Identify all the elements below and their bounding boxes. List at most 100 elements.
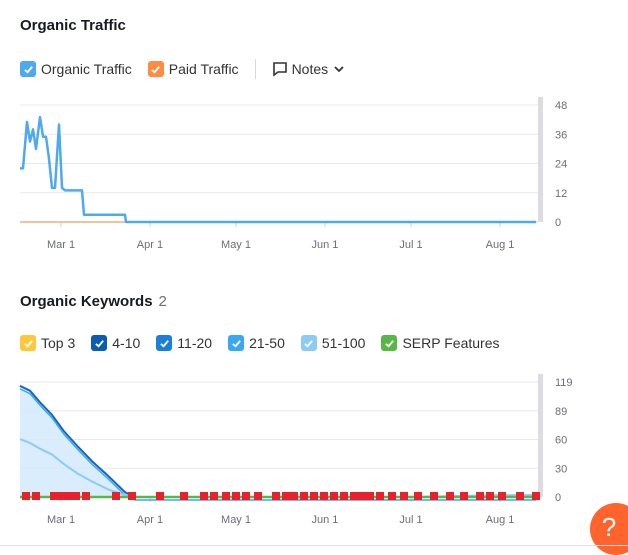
legend-item-21-50[interactable]: 21-50	[228, 335, 285, 351]
legend-item-top-3[interactable]: Top 3	[20, 335, 75, 351]
organic-traffic-line	[20, 115, 536, 224]
organic-keywords-chart: 119 89 60 30 0 Mar 1 Apr 1 May 1 Jun 1 Jul 1 Aug 1	[19, 374, 573, 526]
organic-keywords-label: Organic Keywords	[20, 293, 153, 310]
organic-keywords-title: Organic Keywords 2	[20, 293, 167, 310]
flag-icon	[414, 492, 422, 500]
flag-icon	[72, 492, 80, 500]
flag-icon	[82, 492, 90, 500]
y-tick-label: 36	[555, 129, 567, 141]
flag-icon	[310, 492, 318, 500]
flag-icon	[516, 492, 524, 500]
flag-icon	[156, 492, 164, 500]
legend-organic-traffic[interactable]: Organic Traffic	[20, 61, 132, 77]
y-tick-label: 12	[555, 188, 567, 200]
chevron-down-icon	[334, 65, 344, 73]
legend-paid-traffic[interactable]: Paid Traffic	[147, 61, 239, 77]
flag-icon	[400, 492, 408, 500]
y-tick-label: 48	[555, 100, 567, 112]
checkbox-checked-icon[interactable]	[228, 335, 245, 351]
flag-icon	[376, 492, 384, 500]
x-tick-label: Jun 1	[312, 239, 339, 251]
flag-icon	[320, 492, 328, 500]
x-tick-label: May 1	[221, 239, 251, 251]
flag-icon	[532, 492, 540, 500]
flag-icon	[498, 492, 506, 500]
flag-icon	[282, 492, 290, 500]
x-tick-label: Jun 1	[312, 514, 339, 526]
flag-icon	[112, 492, 120, 500]
legend-item-51-100[interactable]: 51-100	[300, 335, 366, 351]
bottom-divider	[0, 545, 628, 546]
keywords-count: 2	[158, 293, 167, 310]
flag-icon	[460, 492, 468, 500]
traffic-legend: Organic Traffic Paid Traffic Notes	[20, 59, 344, 79]
legend-paid-label: Paid Traffic	[168, 61, 239, 77]
x-tick-label: May 1	[221, 514, 251, 526]
legend-organic-label: Organic Traffic	[41, 61, 132, 77]
x-tick-label: Jul 1	[399, 239, 422, 251]
legend-label: 21-50	[249, 335, 285, 351]
flag-icon	[476, 492, 484, 500]
flag-icon	[366, 492, 374, 500]
x-tick-label: Apr 1	[137, 514, 163, 526]
flag-icon	[350, 492, 358, 500]
flag-icon	[64, 492, 72, 500]
keywords-area	[20, 385, 536, 497]
checkbox-checked-icon[interactable]	[20, 335, 36, 351]
notes-label: Notes	[291, 61, 329, 77]
x-tick-label: Jul 1	[399, 514, 422, 526]
checkbox-checked-icon[interactable]	[147, 61, 164, 77]
legend-label: Top 3	[41, 335, 76, 351]
y-tick-label: 30	[555, 463, 567, 475]
x-tick-label: Mar 1	[47, 239, 75, 251]
flag-icon	[200, 492, 208, 500]
keywords-legend: Top 3 4-10 11-20 21-50 51-100 SERP Features	[20, 335, 515, 351]
x-tick-label: Aug 1	[486, 514, 515, 526]
legend-item-11-20[interactable]: 11-20	[156, 335, 212, 351]
y-tick-label: 60	[555, 435, 567, 447]
legend-item-serp-features[interactable]: SERP Features	[381, 335, 499, 351]
legend-label: 11-20	[177, 335, 213, 351]
x-tick-label: Aug 1	[486, 239, 515, 251]
y-tick-label: 24	[555, 159, 567, 171]
flag-icon	[272, 492, 280, 500]
range-handle	[538, 374, 543, 497]
flag-icon	[430, 492, 438, 500]
checkbox-checked-icon[interactable]	[156, 335, 173, 351]
y-tick-label: 119	[555, 377, 573, 389]
flag-icon	[446, 492, 454, 500]
flag-icon	[254, 492, 262, 500]
y-tick-label: 0	[555, 217, 561, 229]
flag-icon	[128, 492, 136, 500]
notes-dropdown[interactable]: Notes	[272, 61, 345, 77]
checkbox-checked-icon[interactable]	[381, 335, 398, 351]
range-handle	[538, 97, 543, 222]
flag-icon	[222, 492, 230, 500]
x-tick-label: Mar 1	[47, 514, 75, 526]
legend-label: SERP Features	[402, 335, 500, 351]
legend-label: 51-100	[321, 335, 366, 351]
checkbox-checked-icon[interactable]	[300, 335, 317, 351]
flag-icon	[22, 492, 30, 500]
organic-traffic-chart: 48 36 24 12 0 Mar 1 Apr 1 May 1 Jun 1 Jul 1 Aug 1	[20, 97, 567, 251]
legend-divider	[254, 59, 256, 79]
flag-icon	[290, 492, 298, 500]
flag-icon	[50, 492, 58, 500]
flag-icon	[56, 492, 64, 500]
flag-icon	[330, 492, 338, 500]
flag-icon	[180, 492, 188, 500]
checkbox-checked-icon[interactable]	[91, 335, 108, 351]
legend-label: 4-10	[112, 335, 141, 351]
flag-icon	[300, 492, 308, 500]
question-mark-icon: ?	[601, 511, 617, 542]
checkbox-checked-icon[interactable]	[20, 61, 36, 77]
flag-icon	[486, 492, 494, 500]
x-tick-label: Apr 1	[137, 239, 163, 251]
y-tick-label: 0	[555, 492, 561, 504]
help-button[interactable]: ?	[590, 503, 628, 555]
flag-icon	[210, 492, 218, 500]
flag-icon	[32, 492, 40, 500]
legend-item-4-10[interactable]: 4-10	[91, 335, 140, 351]
flag-icon	[232, 492, 240, 500]
